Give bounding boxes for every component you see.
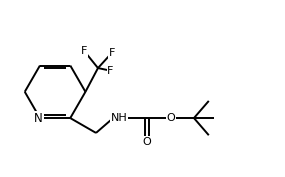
Text: F: F — [81, 46, 87, 56]
Text: O: O — [143, 137, 152, 147]
Text: F: F — [107, 66, 114, 76]
Text: O: O — [166, 113, 175, 123]
Text: NH: NH — [111, 113, 127, 123]
Text: F: F — [109, 48, 115, 58]
Text: N: N — [34, 112, 43, 125]
